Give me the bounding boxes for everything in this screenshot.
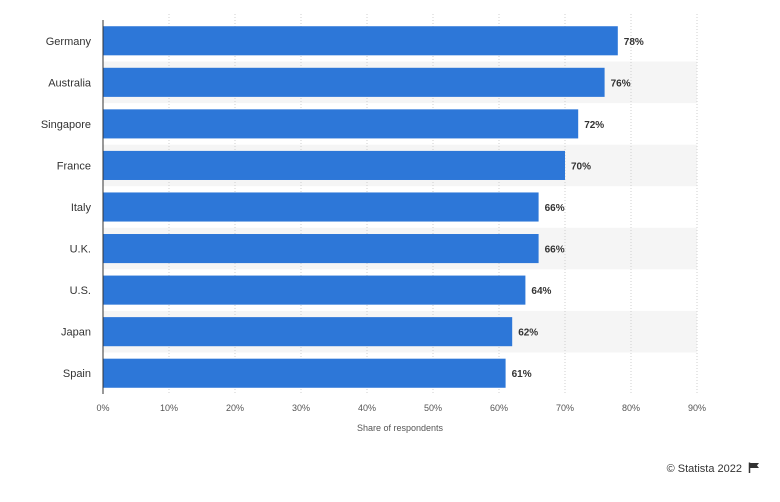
x-tick-label: 50% [424, 403, 442, 413]
category-label: Germany [46, 36, 92, 48]
data-label: 76% [611, 78, 631, 89]
category-labels: Germany Australia Singapore France Italy U.K.… [41, 36, 92, 380]
bar[interactable] [103, 358, 506, 388]
x-tick-label: 30% [292, 403, 310, 413]
category-label: Australia [48, 77, 92, 89]
data-label: 66% [545, 203, 565, 214]
data-label: 62% [518, 328, 538, 339]
category-label: Singapore [41, 119, 91, 131]
x-tick-label: 90% [688, 403, 706, 413]
x-tick-label: 10% [160, 403, 178, 413]
x-tick-label: 70% [556, 403, 574, 413]
x-tick-label: 60% [490, 403, 508, 413]
x-tick-label: 80% [622, 403, 640, 413]
bar[interactable] [103, 109, 579, 139]
x-tick-label: 40% [358, 403, 376, 413]
bar[interactable] [103, 67, 605, 97]
x-axis-title: Share of respondents [357, 423, 444, 433]
bar[interactable] [103, 150, 565, 180]
category-label: U.K. [70, 244, 91, 256]
category-label: France [57, 160, 91, 172]
data-label: 64% [531, 286, 551, 297]
bar[interactable] [103, 275, 526, 305]
statista-credit[interactable]: © Statista 2022 [667, 462, 760, 476]
bar[interactable] [103, 234, 539, 264]
bars [103, 26, 618, 388]
data-label: 78% [624, 37, 644, 48]
bar[interactable] [103, 192, 539, 222]
x-tick-labels: 0% 10% 20% 30% 40% 50% 60% 70% 80% 90% [96, 403, 706, 413]
data-label: 61% [512, 369, 532, 380]
x-tick-label: 20% [226, 403, 244, 413]
flag-icon [748, 462, 760, 476]
credit-text: © Statista 2022 [666, 463, 742, 475]
x-tick-label: 0% [96, 403, 109, 413]
bar[interactable] [103, 26, 618, 56]
category-label: U.S. [70, 285, 91, 297]
category-label: Italy [71, 202, 92, 214]
category-label: Spain [63, 368, 91, 380]
data-label: 72% [584, 120, 604, 131]
data-labels: 78% 76% 72% 70% 66% 66% 64% 62% 61% [512, 37, 644, 380]
category-label: Japan [61, 327, 91, 339]
data-label: 70% [571, 161, 591, 172]
bar[interactable] [103, 317, 513, 347]
data-label: 66% [545, 245, 565, 256]
